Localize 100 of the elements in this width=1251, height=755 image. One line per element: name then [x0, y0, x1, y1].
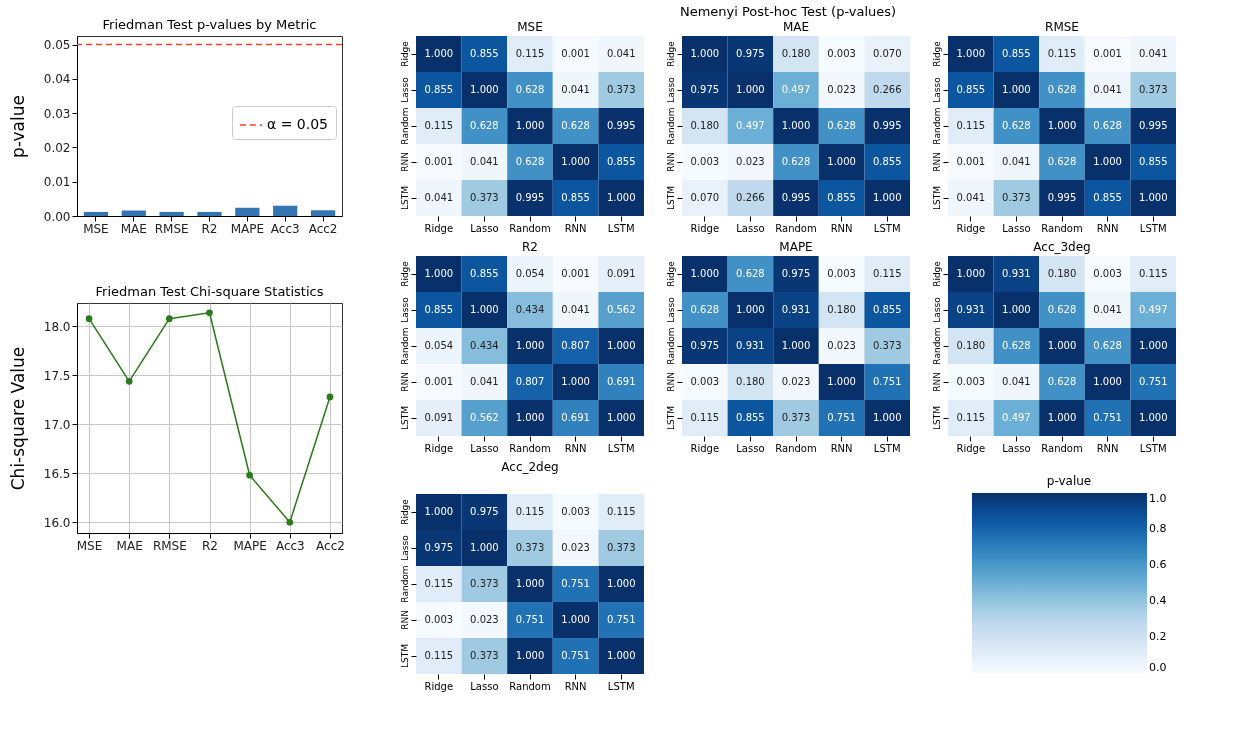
data-label: 0.807: [561, 340, 590, 351]
y-tick-label: 17.5: [43, 368, 71, 383]
data-label: 0.373: [470, 578, 499, 589]
data-label: 0.855: [470, 268, 499, 279]
data-label: 0.003: [827, 48, 856, 59]
data-label: 0.041: [561, 84, 590, 95]
data-label: 0.180: [736, 376, 765, 387]
x-tick-label: RNN: [830, 442, 853, 454]
x-tick-label: MSE: [76, 538, 103, 553]
y-tick-label: RNN: [399, 372, 410, 392]
x-tick-label: Lasso: [1002, 442, 1031, 454]
bar: [159, 211, 184, 216]
y-tick-label: Lasso: [399, 76, 410, 103]
data-label: 0.003: [690, 156, 720, 167]
data-label: 0.855: [1002, 48, 1031, 59]
data-label: 0.041: [470, 376, 499, 387]
data-label: 0.628: [515, 84, 545, 95]
x-tick-label: R2: [202, 538, 218, 553]
x-tick-label: Ridge: [956, 442, 986, 454]
y-tick-label: RNN: [931, 152, 942, 172]
data-label: 0.003: [690, 376, 720, 387]
data-label: 1.000: [470, 84, 499, 95]
x-tick-label: Random: [509, 680, 551, 692]
data-label: 0.115: [606, 506, 636, 517]
data-label: 0.115: [515, 506, 545, 517]
y-tick-label: 16.0: [43, 515, 71, 530]
legend-label: α = 0.05: [267, 116, 329, 132]
data-label: 1.000: [872, 412, 902, 423]
data-label: 0.180: [1047, 268, 1077, 279]
x-tick-label: RMSE: [154, 221, 189, 236]
data-label: 0.373: [606, 84, 636, 95]
data-label: 0.628: [515, 156, 545, 167]
x-tick-label: Ridge: [424, 442, 454, 454]
data-label: 0.373: [1138, 84, 1168, 95]
data-label: 0.975: [690, 84, 720, 95]
data-label: 0.023: [827, 340, 856, 351]
x-tick-label: Random: [775, 222, 817, 234]
text: Nemenyi Post-hoc Test (p-values): [679, 4, 897, 19]
x-tick-label: Ridge: [424, 680, 454, 692]
y-axis-title: p-value: [7, 95, 28, 158]
data-label: 0.562: [470, 412, 499, 423]
chart-title: Friedman Test Chi-square Statistics: [95, 284, 324, 299]
y-tick-label: Lasso: [665, 296, 676, 323]
data-label: 0.115: [424, 650, 454, 661]
x-tick-label: RNN: [1096, 442, 1119, 454]
data-label: 0.691: [606, 376, 636, 387]
data-label: 0.497: [736, 120, 765, 131]
data-label: 1.000: [956, 268, 986, 279]
data-label: 0.003: [956, 376, 986, 387]
data-label: 1.000: [424, 506, 454, 517]
chart-title: Acc_2deg: [501, 460, 559, 474]
data-label: 0.373: [470, 650, 499, 661]
x-tick-label: Ridge: [956, 222, 986, 234]
data-label: 0.628: [470, 120, 499, 131]
point: [165, 315, 173, 323]
data-label: 0.751: [561, 578, 590, 589]
x-tick-label: LSTM: [873, 442, 901, 454]
data-label: 0.975: [690, 340, 720, 351]
data-label: 0.497: [781, 84, 811, 95]
data-label: 0.751: [827, 412, 856, 423]
data-label: 1.000: [956, 48, 986, 59]
y-tick-label: Ridge: [931, 260, 942, 287]
data-label: 1.000: [827, 156, 856, 167]
chart-title: RMSE: [1045, 20, 1079, 34]
x-tick-label: RNN: [1096, 222, 1119, 234]
data-label: 0.628: [781, 156, 811, 167]
chart-title: Friedman Test p-values by Metric: [102, 17, 317, 32]
data-label: 0.041: [1002, 376, 1031, 387]
data-label: 0.070: [690, 192, 720, 203]
data-label: 0.023: [561, 542, 590, 553]
data-label: 0.807: [515, 376, 545, 387]
data-label: 1.000: [515, 340, 545, 351]
data-label: 0.628: [1002, 120, 1031, 131]
x-tick-label: Lasso: [736, 222, 765, 234]
data-label: 0.070: [872, 48, 902, 59]
data-label: 0.373: [515, 542, 545, 553]
data-label: 1.000: [424, 48, 454, 59]
data-label: 0.975: [781, 268, 811, 279]
y-tick-label: Random: [399, 327, 410, 365]
data-label: 0.855: [424, 84, 454, 95]
data-label: 1.000: [515, 412, 545, 423]
data-label: 1.000: [606, 340, 636, 351]
data-label: 0.975: [470, 506, 499, 517]
x-tick-label: LSTM: [873, 222, 901, 234]
x-tick-label: RMSE: [152, 538, 187, 553]
data-label: 0.628: [1047, 304, 1077, 315]
data-label: 0.180: [956, 340, 986, 351]
data-label: 0.001: [424, 156, 454, 167]
x-tick-label: LSTM: [607, 222, 635, 234]
data-label: 0.115: [515, 48, 545, 59]
data-label: 0.041: [956, 192, 986, 203]
data-label: 0.975: [736, 48, 765, 59]
data-label: 0.751: [1093, 412, 1122, 423]
data-label: 0.628: [1047, 84, 1077, 95]
data-label: 0.266: [736, 192, 765, 203]
x-tick-label: Acc3: [275, 538, 305, 553]
data-label: 0.855: [470, 48, 499, 59]
data-label: 0.931: [781, 304, 811, 315]
data-label: 0.003: [1093, 268, 1122, 279]
y-tick-label: Ridge: [399, 40, 410, 67]
